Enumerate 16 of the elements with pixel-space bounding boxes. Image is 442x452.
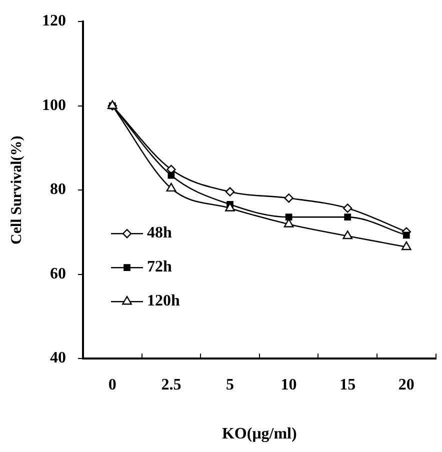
x-tick-label: 15 (340, 376, 356, 394)
legend-label: 72h (147, 258, 172, 276)
y-tick-label: 120 (42, 12, 66, 30)
x-tick-label: 2.5 (161, 376, 182, 394)
y-tick-label: 100 (42, 96, 66, 114)
x-tick-label: 0 (108, 376, 116, 394)
y-tick-label: 60 (50, 265, 66, 282)
x-tick-label: 5 (226, 376, 234, 394)
y-tick-label: 40 (50, 350, 66, 367)
y-axis-title: Cell Survival(%) (8, 136, 25, 244)
x-tick-label: 20 (398, 376, 414, 394)
x-tick-label: 10 (280, 376, 297, 394)
y-tick-label: 80 (50, 181, 66, 198)
legend-label: 48h (147, 224, 172, 242)
x-axis-title: KO(μg/ml) (222, 426, 297, 443)
legend-label: 120h (147, 292, 180, 310)
